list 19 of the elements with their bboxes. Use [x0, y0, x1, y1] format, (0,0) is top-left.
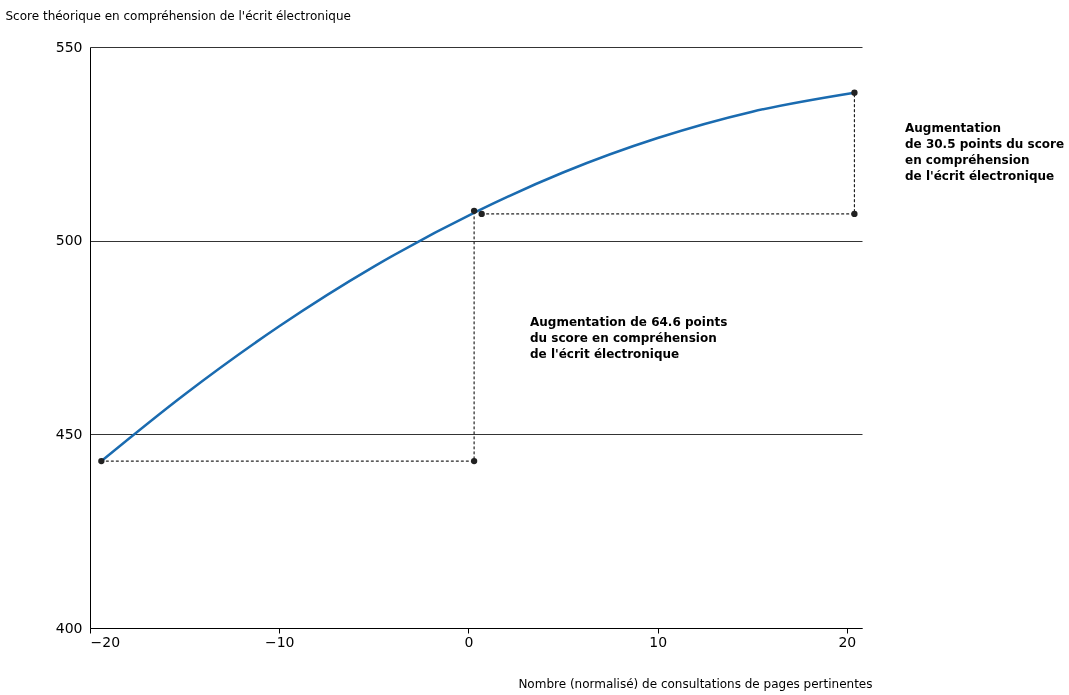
- x-tick-label: 10: [649, 633, 668, 650]
- x-tick-label: −20: [90, 633, 121, 650]
- y-tick-label: 450: [55, 425, 83, 442]
- point: [851, 89, 858, 96]
- point: [478, 210, 485, 218]
- x-tick-label: 20: [838, 633, 857, 650]
- x-tick-label: −10: [264, 633, 295, 650]
- y-tick-label: 500: [55, 232, 83, 249]
- point: [98, 457, 105, 465]
- point: [470, 207, 478, 214]
- x-axis-title: Nombre (normalisé) de consultations de pages pertinentes: [518, 676, 873, 691]
- y-tick-label: 550: [55, 38, 83, 55]
- point: [470, 457, 478, 465]
- annotation: Augmentation de 64.6 points du score en compréhension de l'écrit électronique: [530, 315, 728, 361]
- y-axis-title: Score théorique en compréhension de l'écrit électronique: [5, 8, 351, 23]
- text: Augmentation de 30.5 points du score en compréhension de l'écrit électronique: [905, 121, 1065, 183]
- point: [851, 210, 858, 218]
- y-tick-label: 400: [55, 619, 83, 636]
- x-tick-label: 0: [464, 633, 474, 650]
